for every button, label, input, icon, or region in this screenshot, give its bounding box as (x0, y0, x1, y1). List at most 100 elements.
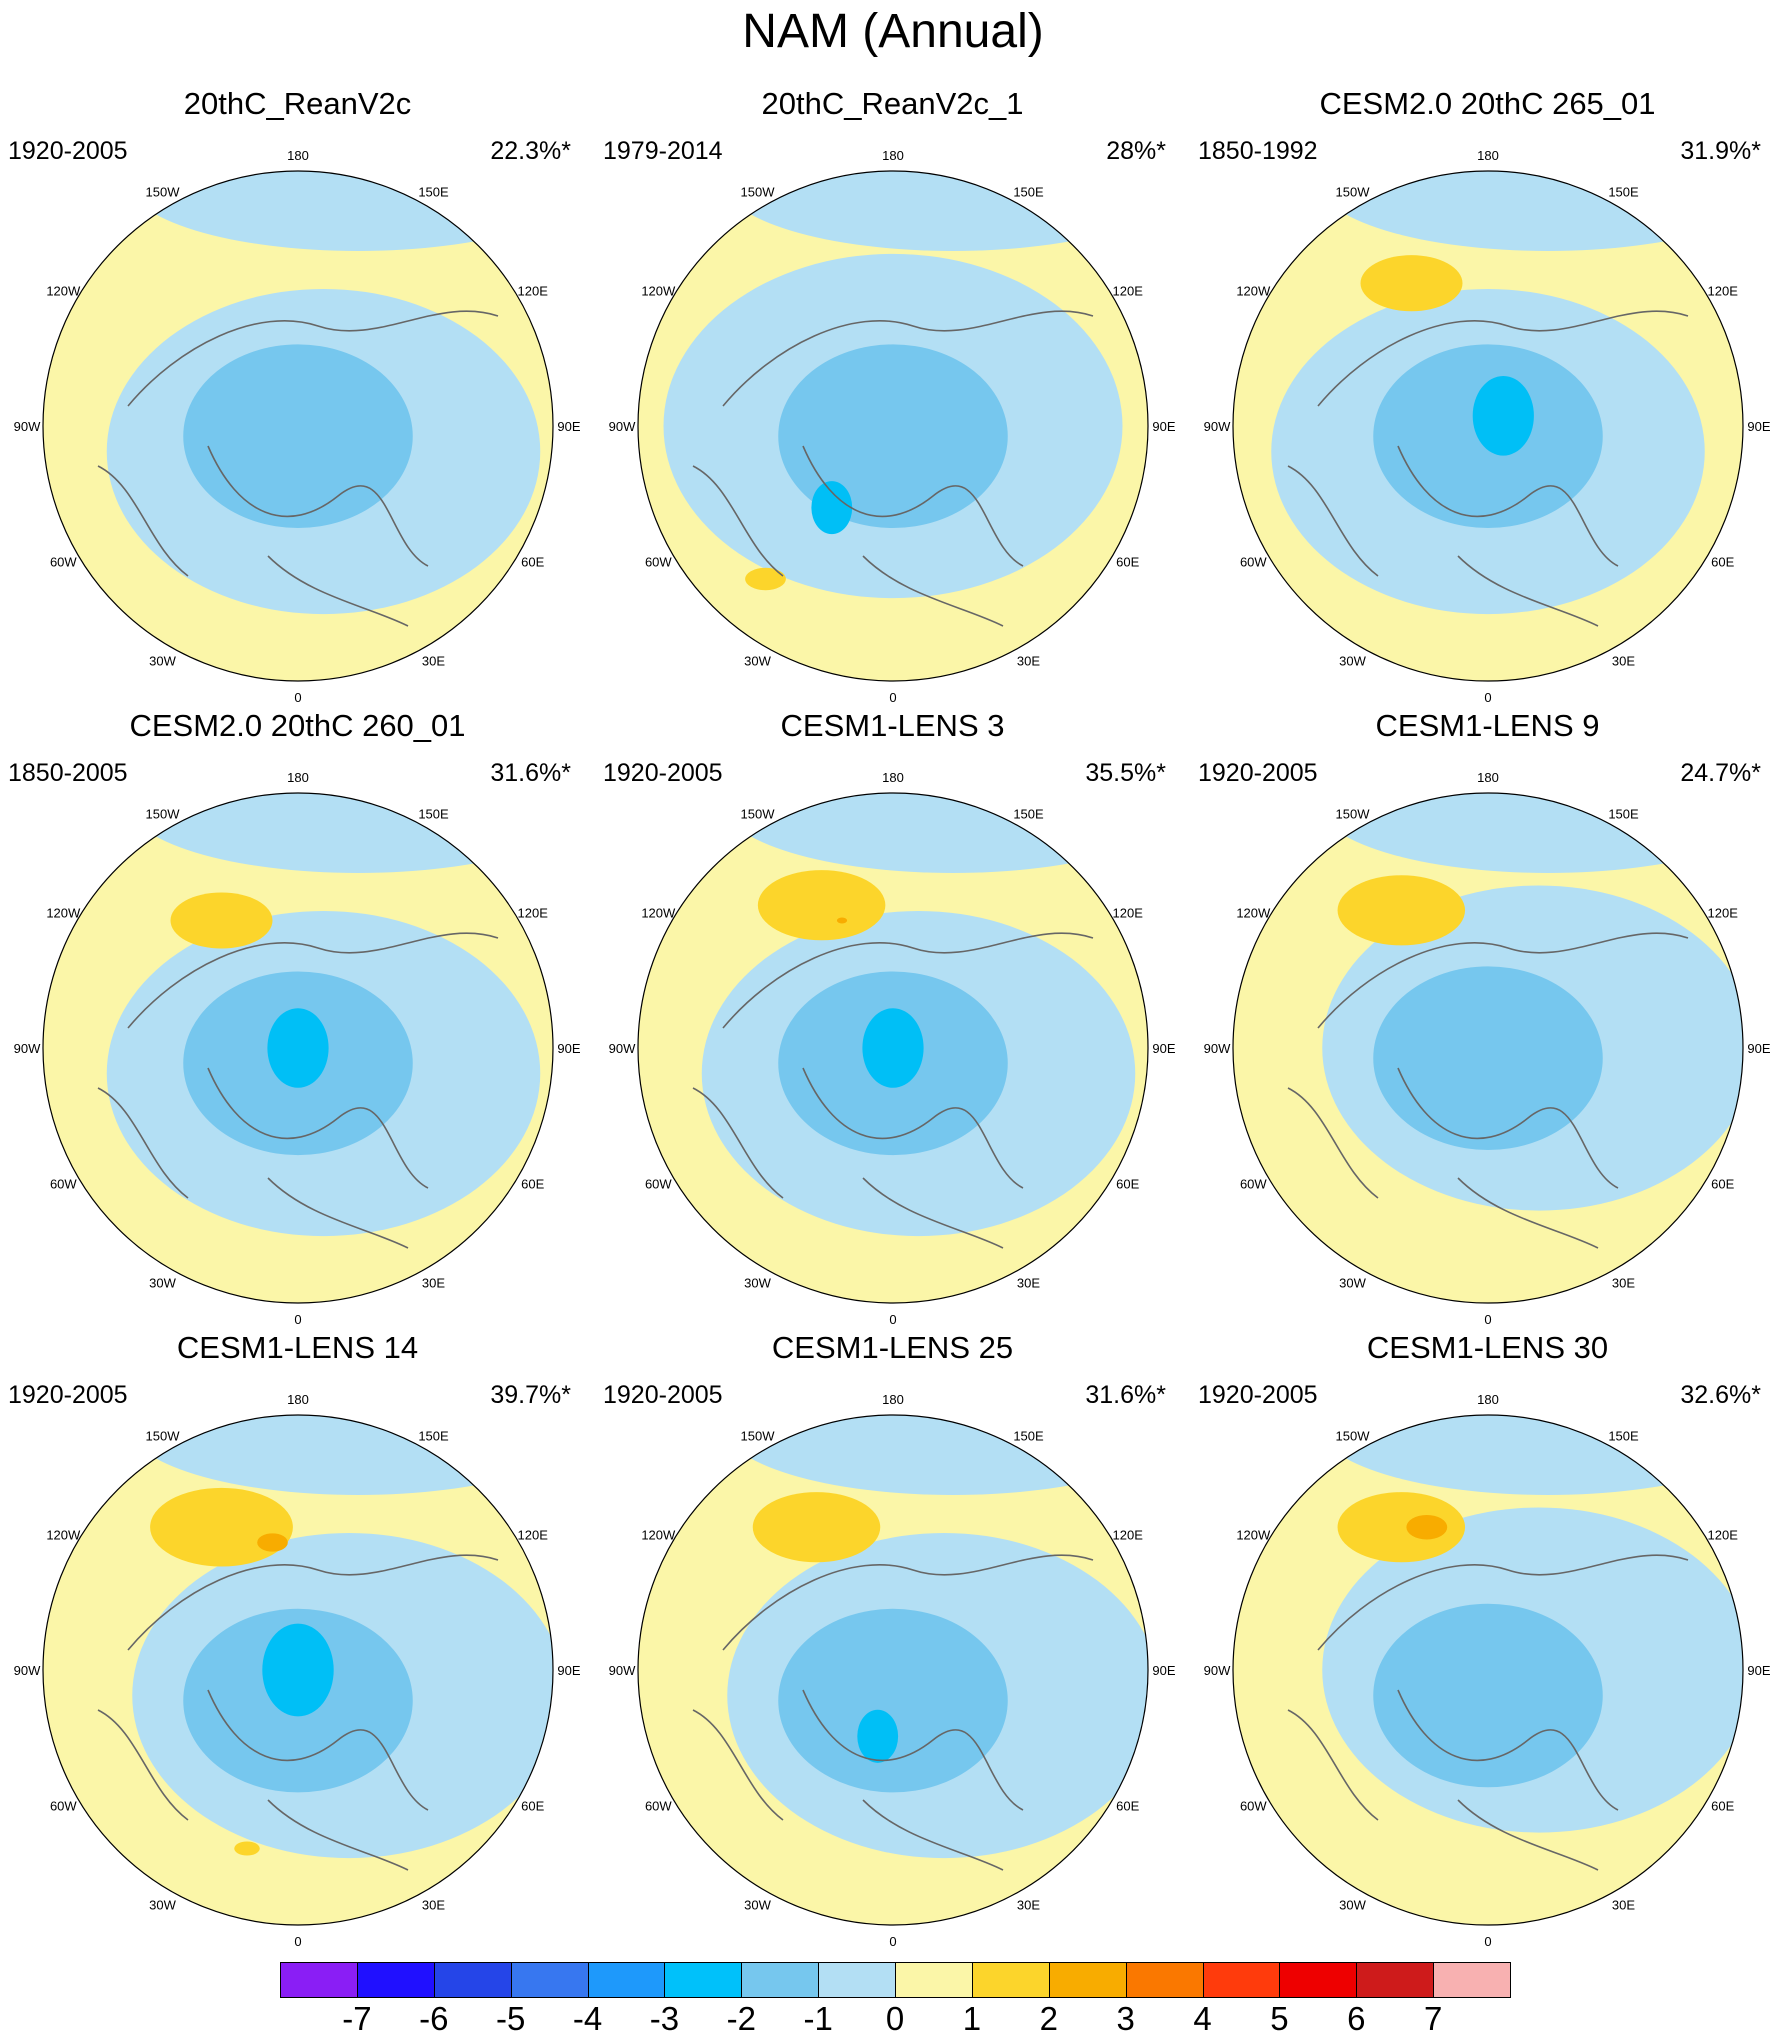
negative-moderate-region (1373, 966, 1603, 1150)
longitude-label: 150W (741, 184, 776, 199)
longitude-label: 60W (50, 555, 77, 570)
longitude-label: 0 (294, 1312, 301, 1327)
positive-moderate-region (752, 1492, 881, 1563)
negative-moderate-region (778, 1608, 1008, 1793)
colorbar-segment (741, 1962, 820, 1998)
panel-period: 1920-2005 (1198, 1381, 1318, 1409)
polar-map: 180 150E 120E 90E 60E 30E 0 30W 60W 90W 120W 150W (1204, 148, 1771, 705)
colorbar-label: 3 (1116, 2000, 1135, 2037)
longitude-label: 90W (609, 419, 636, 434)
map-panel: 20thC_ReanV2c 1920-2005 22.3%* 180 150E 120E 9… (0, 84, 595, 705)
longitude-label: 60E (521, 1177, 544, 1192)
colorbar-label: 2 (1039, 2000, 1058, 2037)
map-boundary (42, 170, 554, 682)
colorbar-segment (510, 1962, 589, 1998)
longitude-label: 30E (1612, 1276, 1635, 1291)
longitude-label: 150W (146, 184, 181, 199)
figure-title: NAM (Annual) (742, 5, 1044, 58)
longitude-label: 150W (1336, 806, 1371, 821)
map-panel: CESM1-LENS 25 1920-2005 31.6%* 180 150E 120E 9… (595, 1328, 1190, 1949)
longitude-label: 150E (1013, 184, 1044, 199)
negative-weak-band (128, 793, 553, 873)
colorbar-label: -4 (572, 2000, 603, 2037)
longitude-label: 90E (557, 1041, 580, 1056)
longitude-label: 150W (1336, 184, 1371, 199)
colorbar-segment (433, 1962, 512, 1998)
longitude-label: 180 (287, 770, 309, 785)
negative-weak-band (1318, 793, 1743, 873)
longitude-label: 90W (14, 1041, 41, 1056)
colorbar-segment (356, 1962, 435, 1998)
panel-period: 1920-2005 (603, 1381, 723, 1409)
longitude-label: 120W (46, 906, 81, 921)
longitude-label: 30E (422, 1898, 445, 1913)
negative-strong-region (262, 1623, 334, 1717)
longitude-label: 60W (50, 1799, 77, 1814)
colorbar-label: -7 (342, 2000, 372, 2037)
colorbar-segment (1356, 1962, 1435, 1998)
negative-moderate-region (1373, 1603, 1603, 1788)
longitude-label: 0 (1484, 1934, 1491, 1949)
longitude-label: 180 (287, 1392, 309, 1407)
polar-map: 180 150E 120E 90E 60E 30E 0 30W 60W 90W 120W 150W (609, 1392, 1176, 1949)
map-panel: CESM2.0 20thC 265_01 1850-1992 31.9%* 180 15… (1190, 84, 1785, 705)
longitude-label: 30W (1339, 654, 1366, 669)
longitude-label: 120E (1113, 906, 1144, 921)
longitude-label: 0 (889, 690, 896, 705)
longitude-label: 150E (1608, 184, 1639, 199)
negative-strong-region (811, 481, 853, 535)
panel-variance: 28%* (1106, 137, 1166, 165)
longitude-label: 90W (609, 1663, 636, 1678)
longitude-label: 180 (882, 770, 904, 785)
longitude-label: 120W (1236, 906, 1271, 921)
coastline (1287, 310, 1689, 627)
longitude-label: 180 (1477, 148, 1499, 163)
panel-variance: 35.5%* (1085, 759, 1166, 787)
longitude-label: 120W (1236, 1528, 1271, 1543)
longitude-label: 150E (1013, 806, 1044, 821)
longitude-label: 180 (882, 148, 904, 163)
longitude-label: 180 (1477, 770, 1499, 785)
polar-map: 180 150E 120E 90E 60E 30E 0 30W 60W 90W 120W 150W (609, 770, 1176, 1327)
colorbar-label: 4 (1193, 2000, 1212, 2037)
colorbar-label: 5 (1270, 2000, 1289, 2037)
longitude-label: 60E (1711, 1177, 1734, 1192)
longitude-label: 90W (609, 1041, 636, 1056)
longitude-label: 120W (1236, 284, 1271, 299)
positive-moderate-region (1337, 875, 1466, 946)
colorbar-label: -2 (726, 2000, 756, 2037)
longitude-label: 0 (294, 690, 301, 705)
positive-moderate-region (150, 1487, 293, 1567)
map-panel: CESM1-LENS 3 1920-2005 35.5%* 180 150E 120E 90… (595, 706, 1190, 1327)
coastline (97, 932, 499, 1249)
longitude-label: 90E (1152, 419, 1175, 434)
colorbar-label: -5 (495, 2000, 526, 2037)
coastline (1287, 932, 1689, 1249)
longitude-label: 150W (146, 1428, 181, 1443)
longitude-label: 30E (1612, 654, 1635, 669)
longitude-label: 60W (645, 1799, 672, 1814)
longitude-label: 30W (1339, 1898, 1366, 1913)
negative-moderate-region (183, 344, 413, 528)
map-boundary (1232, 170, 1744, 682)
polar-map: 180 150E 120E 90E 60E 30E 0 30W 60W 90W 120W 150W (1204, 1392, 1771, 1949)
coastline (97, 1554, 499, 1871)
map-panel: CESM2.0 20thC 260_01 1850-2005 31.6%* 180 15… (0, 706, 595, 1327)
longitude-label: 120E (1708, 906, 1739, 921)
map-boundary (1232, 792, 1744, 1304)
positive-strong-region (257, 1533, 288, 1552)
map-panel: CESM1-LENS 30 1920-2005 32.6%* 180 150E 120E 9… (1190, 1328, 1785, 1949)
longitude-label: 60E (521, 555, 544, 570)
colorbar-label: -3 (649, 2000, 680, 2037)
colorbar-segment (664, 1962, 743, 1998)
panel-period: 1979-2014 (603, 137, 723, 165)
map-panel: CESM1-LENS 14 1920-2005 39.7%* 180 150E 120E 9… (0, 1328, 595, 1949)
longitude-label: 90W (14, 1663, 41, 1678)
map-boundary (42, 792, 554, 1304)
colorbar-label: 1 (962, 2000, 982, 2037)
coastline (1287, 1554, 1689, 1871)
positive-moderate-region (170, 892, 273, 949)
longitude-label: 120E (518, 284, 549, 299)
panel-title: CESM1-LENS 9 (1375, 708, 1600, 743)
map-boundary (1232, 1414, 1744, 1926)
